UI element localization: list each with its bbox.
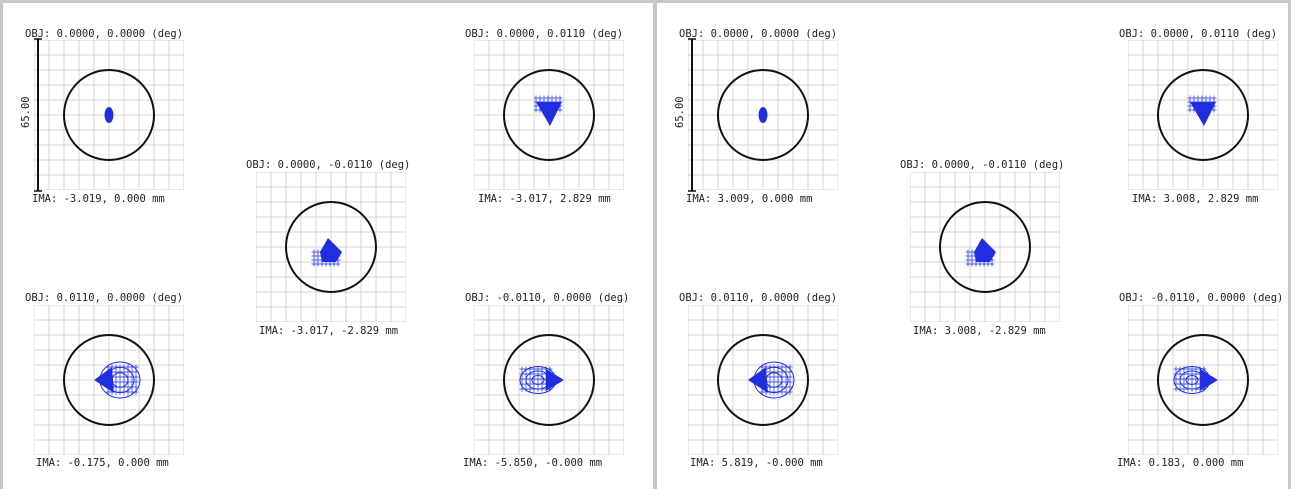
ima-position-label: IMA: -3.019, 0.000 mm	[32, 193, 165, 205]
scale-bar-label: 65.00	[20, 96, 32, 128]
airy-disk-circle	[63, 334, 155, 426]
obj-field-label: OBJ: 0.0000, 0.0110 (deg)	[465, 28, 624, 40]
ima-position-label: IMA: -0.175, 0.000 mm	[36, 457, 169, 469]
ima-position-label: IMA: -5.850, -0.000 mm	[463, 457, 603, 469]
ima-position-label: IMA: 5.819, -0.000 mm	[690, 457, 823, 469]
airy-disk-circle	[63, 69, 155, 161]
airy-disk-circle	[1157, 69, 1249, 161]
obj-field-label: OBJ: 0.0110, 0.0000 (deg)	[25, 292, 184, 304]
ima-position-label: IMA: -3.017, -2.829 mm	[259, 325, 399, 337]
ima-position-label: IMA: 3.009, 0.000 mm	[686, 193, 813, 205]
panel-divider	[653, 0, 657, 489]
scale-bar	[34, 38, 42, 192]
obj-field-label: OBJ: -0.0110, 0.0000 (deg)	[465, 292, 630, 304]
spot-pattern	[748, 361, 795, 399]
airy-disk-circle	[503, 69, 595, 161]
spot-diagram-center	[256, 172, 406, 322]
airy-disk-circle	[717, 334, 809, 426]
spot-diagram-top-right	[1128, 40, 1278, 190]
grid-lines	[1128, 40, 1278, 190]
spot-diagram-bottom-right	[1128, 305, 1278, 455]
spot-pattern	[533, 95, 563, 126]
spot-pattern	[1173, 366, 1218, 394]
airy-disk-circle	[503, 334, 595, 426]
grid-lines	[256, 172, 406, 322]
spot-pattern	[519, 366, 564, 394]
spot-diagram-top-left	[688, 40, 838, 190]
spot-diagram-panel-left: OBJ: 0.0000, 0.0000 (deg) IMA: -3.019, 0.…	[6, 0, 646, 489]
spot-diagram-center	[910, 172, 1060, 322]
scale-bar-label: 65.00	[674, 96, 686, 128]
spot-pattern	[311, 238, 342, 267]
spot-pattern	[104, 107, 114, 123]
ima-position-label: IMA: 3.008, -2.829 mm	[913, 325, 1046, 337]
spot-diagram-bottom-left	[34, 305, 184, 455]
obj-field-label: OBJ: 0.0000, 0.0000 (deg)	[25, 28, 184, 40]
spot-diagram-panel-right: OBJ: 0.0000, 0.0000 (deg) IMA: 3.009, 0.0…	[660, 0, 1291, 489]
spot-diagram-bottom-right	[474, 305, 624, 455]
spot-pattern	[758, 107, 768, 123]
spot-diagram-top-right	[474, 40, 624, 190]
obj-field-label: OBJ: -0.0110, 0.0000 (deg)	[1119, 292, 1284, 304]
spot-pattern	[965, 238, 996, 267]
spot-pattern	[94, 361, 141, 399]
airy-disk-circle	[717, 69, 809, 161]
ima-position-label: IMA: 3.008, 2.829 mm	[1132, 193, 1259, 205]
spot-diagram-bottom-left	[688, 305, 838, 455]
obj-field-label: OBJ: 0.0110, 0.0000 (deg)	[679, 292, 838, 304]
ima-position-label: IMA: 0.183, 0.000 mm	[1117, 457, 1244, 469]
airy-disk-circle	[1157, 334, 1249, 426]
spot-pattern	[1187, 95, 1217, 126]
obj-field-label: OBJ: 0.0000, -0.0110 (deg)	[246, 159, 411, 171]
airy-disk-circle	[939, 201, 1031, 293]
ima-position-label: IMA: -3.017, 2.829 mm	[478, 193, 611, 205]
airy-disk-circle	[285, 201, 377, 293]
grid-lines	[34, 305, 184, 455]
obj-field-label: OBJ: 0.0000, 0.0000 (deg)	[679, 28, 838, 40]
obj-field-label: OBJ: 0.0000, 0.0110 (deg)	[1119, 28, 1278, 40]
obj-field-label: OBJ: 0.0000, -0.0110 (deg)	[900, 159, 1065, 171]
grid-lines	[688, 40, 838, 190]
spot-diagram-top-left	[34, 40, 184, 190]
scale-bar	[688, 38, 696, 192]
